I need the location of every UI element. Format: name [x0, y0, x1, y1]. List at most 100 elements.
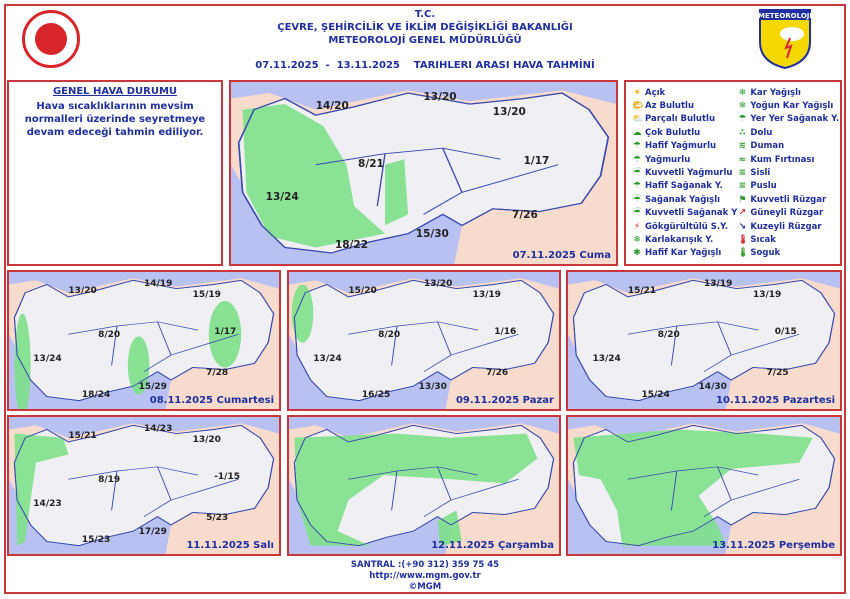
temperature-label: 13/20 [492, 105, 526, 118]
legend-item: ☔ Kuvvetli Yağmurlu [632, 166, 737, 179]
temperature-label: 0/15 [774, 326, 797, 337]
temperature-label: 14/19 [144, 278, 173, 289]
north-wind-arrow-icon: ↘ [738, 221, 747, 232]
temperature-label: 15/19 [192, 289, 221, 300]
legend-item: ☂ Hafif Yağmurlu [632, 140, 737, 153]
rain-area [291, 284, 314, 343]
temperature-label: 8/20 [378, 329, 401, 340]
temperature-label: 15/24 [641, 389, 670, 400]
forecast-map: 13.11.2025 Perşembe [566, 415, 842, 556]
legend-label: Hafif Kar Yağışlı [645, 248, 722, 259]
legend-item: ☂ Yağmurlu [632, 153, 737, 166]
temperature-label: 13/19 [472, 289, 501, 300]
legend-label: Açık [645, 87, 666, 98]
legend-label: Yer Yer Sağanak Y. [750, 114, 840, 125]
legend-item: ✱ Hafif Kar Yağışlı [632, 247, 737, 260]
partly-cloudy-icon: ⛅ [632, 114, 644, 125]
temperature-label: 13/20 [68, 285, 97, 296]
temperature-label: 16/25 [361, 389, 391, 400]
sun-icon: ☀ [632, 87, 642, 98]
strong-wind-icon: ⚑ [738, 194, 747, 205]
heavy-rain-icon: ☔ [632, 168, 642, 179]
heavy-shower-icon: ☔ [632, 208, 642, 219]
hot-thermometer-icon: 🌡 [737, 234, 749, 245]
legend-item: 🌤 Az Bulutlu [632, 99, 737, 112]
ministry-seal-logo [22, 10, 80, 68]
temperature-label: 15/23 [81, 534, 111, 545]
smoke-icon: ≋ [738, 141, 747, 152]
turkey-map-graphic [568, 417, 840, 554]
cold-thermometer-icon: 🌡 [737, 248, 749, 259]
sleet-icon: ❄ [633, 234, 641, 245]
map-date-label: 09.11.2025 Pazar [455, 395, 554, 406]
header: T.C. ÇEVRE, ŞEHİRCİLİK VE İKLİM DEĞİŞİKL… [0, 8, 850, 72]
south-wind-arrow-icon: ↗ [738, 208, 747, 219]
cloudy-icon: ☁ [632, 127, 642, 138]
legend-label: Soguk [750, 248, 781, 259]
general-weather-box: GENEL HAVA DURUMU Hava sıcaklıklarının m… [7, 80, 223, 266]
general-text: Hava sıcaklıklarının mevsim normalleri ü… [24, 101, 206, 138]
legend: ☀ Açık 🌤 Az Bulutlu ⛅ Parçalı Bulutlu ☁ Çok Bul… [624, 80, 842, 266]
map-date-label: 13.11.2025 Perşembe [712, 540, 835, 551]
legend-item: ☔ Sağanak Yağışlı [632, 193, 737, 206]
legend-label: Yoğun Kar Yağışlı [750, 101, 834, 112]
legend-label: Güneyli Rüzgar [750, 208, 824, 219]
legend-item: ↘ Kuzeyli Rüzgar [737, 220, 839, 233]
legend-label: Kum Fırtınası [750, 154, 815, 165]
forecast-map: 15/20 13/20 13/19 8/20 1/16 13/24 7/26 13/30 16/… [287, 270, 561, 411]
legend-item: 🌡 Soguk [737, 247, 839, 260]
temperature-label: 17/29 [138, 526, 167, 537]
fog-icon: ≡ [738, 168, 747, 179]
legend-item: ❄ Karlakarışık Y. [632, 233, 737, 246]
legend-item: ☂ Hafif Sağanak Y. [632, 180, 737, 193]
general-title: GENEL HAVA DURUMU [52, 86, 178, 97]
legend-label: Parçalı Bulutlu [645, 114, 716, 125]
legend-item: ❄ Yoğun Kar Yağışlı [737, 99, 839, 112]
legend-label: Hafif Sağanak Y. [645, 181, 723, 192]
rain-icon: ☂ [632, 154, 642, 165]
temperature-label: 15/29 [138, 381, 167, 392]
temperature-label: 13/19 [704, 278, 733, 289]
temperature-label: 5/23 [206, 512, 229, 523]
temperature-label: 13/24 [313, 354, 342, 365]
temperature-label: 1/16 [494, 326, 517, 337]
forecast-map: 13/20 14/19 15/19 8/20 1/17 13/24 7/28 15/29 18/… [7, 270, 281, 411]
legend-label: Kuvvetli Sağanak Y [645, 208, 738, 219]
temperature-label: 13/24 [592, 354, 621, 365]
footer-url[interactable]: http://www.mgm.gov.tr [369, 571, 481, 581]
legend-label: Duman [750, 141, 785, 152]
legend-label: Kuvvetli Rüzgar [750, 194, 827, 205]
forecast-map: 14/20 13/20 13/20 8/21 1/17 13/24 7/26 15/30 18/… [229, 80, 618, 266]
legend-item: ⚡ Gökgürültülü S.Y. [632, 220, 737, 233]
scattered-shower-icon: ☂ [738, 114, 747, 125]
temperature-label: 15/21 [627, 285, 657, 296]
rain-area [294, 433, 538, 546]
temperature-label: 8/21 [358, 158, 384, 171]
legend-label: Puslu [750, 181, 777, 192]
hail-icon: ∴ [739, 127, 746, 138]
map-date-label: 10.11.2025 Pazartesi [716, 395, 835, 406]
rain-area [573, 429, 813, 546]
map-date-label: 07.11.2025 Cuma [512, 250, 611, 261]
temperature-label: 13/20 [424, 278, 453, 289]
temperature-label: 8/20 [98, 329, 121, 340]
temperature-label: -1/15 [214, 471, 240, 482]
temperature-label: 13/24 [265, 191, 299, 204]
legend-label: Kar Yağışlı [750, 87, 801, 98]
legend-label: Kuzeyli Rüzgar [750, 221, 822, 232]
header-ministry: ÇEVRE, ŞEHİRCİLİK VE İKLİM DEĞİŞİKLİĞİ B… [277, 22, 573, 33]
temperature-label: 8/19 [98, 474, 121, 485]
temperature-label: 7/26 [486, 367, 509, 378]
legend-label: Karlakarışık Y. [645, 234, 714, 245]
rain-area [242, 104, 409, 248]
temperature-label: 13/19 [752, 289, 782, 300]
temperature-label: 7/26 [512, 209, 538, 222]
temperature-label: 13/20 [192, 434, 221, 445]
forecast-period: 07.11.2025 - 13.11.2025 TARIHLERI ARASI … [255, 60, 595, 71]
footer: SANTRAL :(+90 312) 359 75 45 http://www.… [0, 560, 850, 593]
legend-item: ↗ Güneyli Rüzgar [737, 207, 839, 220]
header-directorate: METEOROLOJİ GENEL MÜDÜRLÜĞÜ [328, 35, 522, 46]
forecast-map: 12.11.2025 Çarşamba [287, 415, 561, 556]
snow-icon: ❄ [738, 87, 747, 98]
legend-item: ☂ Yer Yer Sağanak Y. [737, 113, 839, 126]
